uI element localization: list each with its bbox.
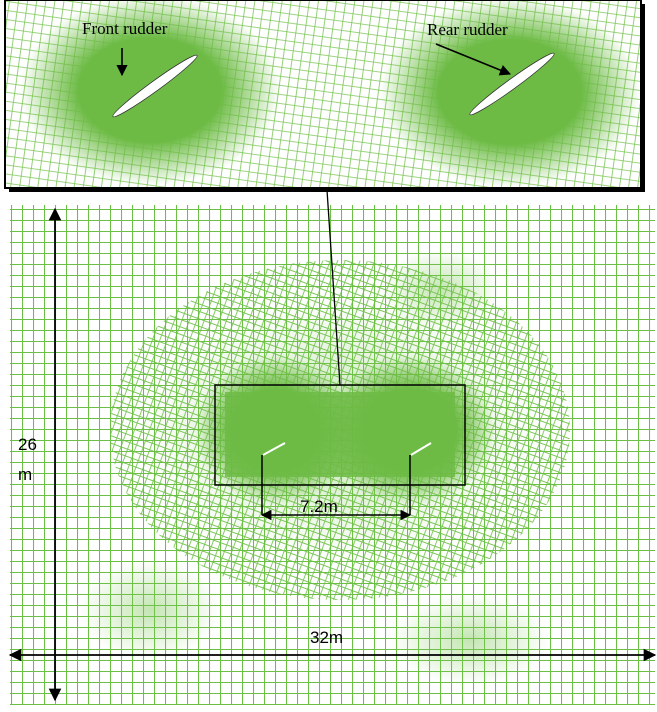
height-unit: m [18,465,32,484]
mesh-diagram: Front rudder Rear rudder 26 m 7.2m 32m [0,0,657,712]
inset: Front rudder Rear rudder [5,0,645,192]
front-rudder-label: Front rudder [82,19,168,38]
height-value: 26 [18,435,37,454]
spacing-label: 7.2m [300,497,338,516]
width-label: 32m [310,628,343,647]
rear-rudder-label: Rear rudder [427,20,508,39]
page: {"labels": {"front_rudder": "Front rudde… [0,0,657,712]
